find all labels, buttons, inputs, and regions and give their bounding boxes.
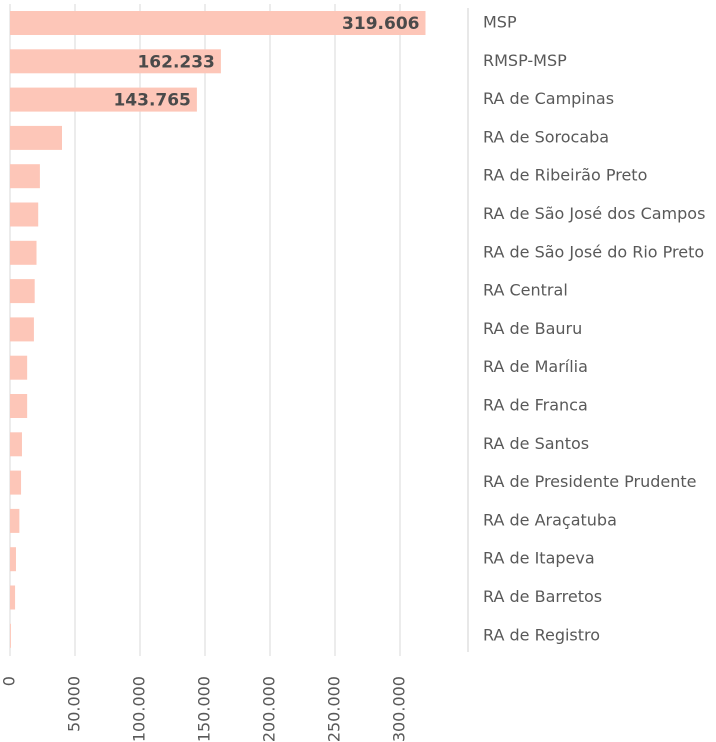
bar [10, 432, 22, 457]
category-label: RA de Araçatuba [483, 510, 617, 529]
category-label: MSP [483, 13, 517, 32]
category-label: RA de São José do Rio Preto [483, 242, 704, 261]
bar [10, 355, 28, 380]
category-label: RA de Marília [483, 357, 588, 376]
bar [10, 394, 28, 418]
category-label: RA de Franca [483, 396, 588, 415]
bar [10, 87, 197, 112]
bar [10, 317, 34, 342]
x-tick-label: 250.000 [325, 676, 344, 742]
bar [10, 547, 16, 572]
category-label: RA de Presidente Prudente [483, 472, 697, 491]
category-label: RA de Itapeva [483, 549, 595, 568]
category-label: RA Central [483, 281, 568, 300]
bar [10, 470, 22, 495]
x-tick-label: 300.000 [390, 676, 409, 742]
value-label: 319.606 [342, 14, 419, 34]
bar [10, 240, 37, 265]
bar [10, 202, 39, 227]
category-label: RA de Registro [483, 625, 600, 644]
x-tick-label: 200.000 [260, 676, 279, 742]
x-tick-label: 150.000 [195, 676, 214, 742]
bar [10, 279, 35, 304]
bar [10, 49, 221, 74]
category-label: RA de Bauru [483, 319, 582, 338]
bar [10, 125, 62, 150]
x-tick-label: 100.000 [130, 676, 149, 742]
category-label: RA de Barretos [483, 587, 602, 606]
bar [10, 585, 16, 610]
category-label: RMSP-MSP [483, 51, 567, 70]
bar [10, 508, 20, 533]
category-label: RA de Santos [483, 434, 589, 453]
category-label: RA de Sorocaba [483, 127, 609, 146]
category-label: RA de São José dos Campos [483, 204, 705, 223]
x-tick-label: 50.000 [65, 676, 84, 732]
bar [10, 164, 40, 189]
value-label: 162.233 [137, 52, 214, 72]
bar [10, 11, 426, 35]
value-label: 143.765 [113, 91, 190, 111]
category-label: RA de Ribeirão Preto [483, 166, 647, 185]
category-label: RA de Campinas [483, 89, 614, 108]
x-tick-label: 0 [0, 676, 19, 686]
bar [10, 623, 11, 648]
